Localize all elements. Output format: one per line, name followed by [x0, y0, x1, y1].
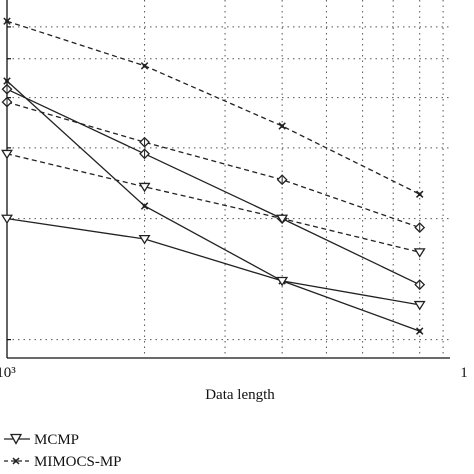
data-point-series-3: [138, 182, 151, 193]
legend-marker-mimocs-mp: [12, 457, 20, 465]
data-point-series-3: [276, 214, 289, 225]
series-line-5: [6, 217, 420, 306]
legend-item-mcmp: MCMP: [4, 432, 79, 448]
series-line-1: [6, 101, 420, 229]
data-point-series-5: [138, 234, 151, 245]
series-line-4: [6, 80, 420, 332]
series-line-0: [6, 20, 420, 195]
data-point-series-0: [278, 122, 286, 130]
series-line-3: [6, 153, 420, 253]
x-tick-label-start: 10³: [0, 365, 16, 381]
legend-marker-mcmp: [9, 433, 23, 445]
series-layer: [1, 17, 426, 335]
data-point-series-2: [139, 148, 150, 160]
data-point-series-2: [1, 83, 13, 95]
data-point-series-0: [3, 17, 11, 25]
legend-label-mcmp: MCMP: [34, 432, 79, 448]
x-tick-label-end: 1: [460, 365, 468, 381]
data-point-series-1: [414, 222, 426, 234]
grid: [7, 0, 450, 358]
data-point-series-0: [140, 62, 149, 70]
data-point-series-1: [276, 174, 288, 186]
data-point-series-1: [139, 136, 150, 148]
data-point-series-4: [140, 202, 149, 210]
axes: [6, 0, 450, 359]
data-point-series-4: [3, 77, 11, 85]
data-point-series-5: [413, 300, 426, 311]
data-point-series-5: [1, 214, 13, 225]
data-point-series-3: [1, 149, 13, 160]
data-point-series-1: [1, 96, 13, 108]
data-point-series-4: [415, 327, 424, 335]
legend-label-mimocs-mp: MIMOCS-MP: [34, 454, 122, 470]
x-axis-title: Data length: [205, 387, 275, 403]
data-point-series-0: [415, 190, 424, 198]
series-line-2: [6, 88, 420, 286]
data-point-series-3: [413, 248, 426, 258]
data-point-series-2: [414, 279, 426, 291]
legend-item-mimocs-mp: MIMOCS-MP: [4, 454, 122, 470]
data-point-series-5: [276, 276, 289, 287]
legend: MCMP MIMOCS-MP: [4, 432, 122, 470]
